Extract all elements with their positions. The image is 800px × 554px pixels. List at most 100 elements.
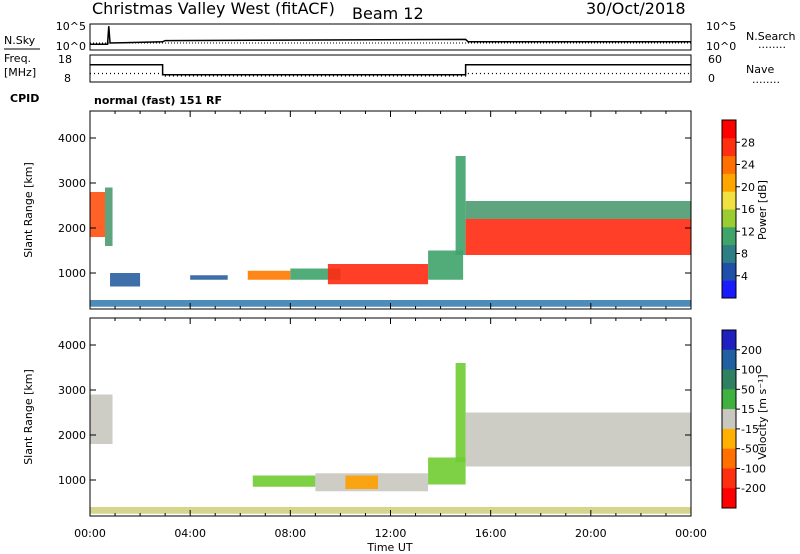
velocity-colorbar-label: Velocity [m s⁻¹] [756, 374, 769, 459]
nave-label: Nave [746, 63, 774, 76]
velocity-ytick-label: 3000 [58, 384, 86, 397]
power-region-5 [290, 268, 341, 280]
velocity-colorbar-label: -50 [741, 443, 759, 456]
power-region-1 [105, 187, 113, 246]
freq-label: Freq. [4, 52, 31, 65]
velocity-colorbar-cell-6 [722, 448, 736, 469]
velocity-colorbar-label: 200 [741, 344, 762, 357]
power-ytick-label: 1000 [58, 267, 86, 280]
power-ytick-label: 2000 [58, 222, 86, 235]
velocity-ytick-label: 4000 [58, 339, 86, 352]
power-colorbar-cell-3 [722, 226, 736, 246]
velocity-colorbar-cell-5 [722, 428, 736, 450]
nave-legend-dots: ........ [752, 73, 780, 86]
velocity-colorbar-label: -100 [741, 462, 766, 475]
velocity-colorbar-cell-7 [722, 468, 736, 489]
nsky-line [90, 26, 691, 45]
velocity-region-5 [455, 363, 466, 462]
velocity-colorbar-label: -15 [741, 423, 759, 436]
power-colorbar-label: 16 [741, 203, 755, 216]
power-region-3 [190, 275, 228, 280]
power-region-9 [465, 219, 691, 255]
power-colorbar-cell-7 [722, 155, 736, 174]
velocity-colorbar-cell-1 [722, 349, 736, 371]
station-title: Christmas Valley West (fitACF) [92, 0, 335, 18]
velocity-ytick-label: 1000 [58, 474, 86, 487]
power-region-8 [455, 156, 466, 255]
power-colorbar-label: 4 [741, 270, 748, 283]
power-colorbar-label: 28 [741, 136, 755, 149]
noise-right-tick-top: 10^5 [706, 20, 736, 33]
velocity-panel-border [89, 317, 692, 517]
time-xtick-label: 04:00 [174, 527, 206, 540]
velocity-region-0 [90, 394, 113, 444]
power-panel-border [89, 110, 692, 310]
date-label: 30/Oct/2018 [586, 0, 686, 18]
time-xtick-label: 20:00 [575, 527, 607, 540]
velocity-colorbar-cell-4 [722, 409, 736, 430]
power-region-4 [247, 270, 291, 280]
cpid-label: CPID [10, 92, 39, 105]
time-xlabel: Time UT [366, 541, 412, 554]
nave-tick-bottom: 0 [708, 72, 715, 85]
time-xtick-label: 08:00 [274, 527, 306, 540]
power-region-6 [327, 264, 429, 285]
freq-tick-bottom: 8 [64, 72, 71, 85]
power-colorbar-label: Power [dB] [756, 180, 769, 240]
noise-left-tick-top: 10^5 [56, 20, 86, 33]
time-xtick-label: 00:00 [74, 527, 106, 540]
nsearch-legend-dots: ........ [758, 38, 786, 51]
time-xtick-label: 16:00 [475, 527, 507, 540]
time-xtick-label: 00:00 [675, 527, 707, 540]
freq-tick-top: 18 [58, 53, 72, 66]
time-xtick-label: 12:00 [375, 527, 407, 540]
mode-label: normal (fast) 151 RF [94, 94, 222, 107]
power-region-2 [110, 273, 141, 287]
power-panel: 1000 2000 3000 4000 Slant Range [km] 4 8 12 16… [22, 110, 769, 310]
velocity-region-6 [465, 412, 691, 467]
velocity-colorbar-cell-3 [722, 389, 736, 410]
noise-panel: N.Sky 10^5 10^0 10^5 10^0 N.Search .....… [4, 20, 796, 53]
velocity-colorbar-label: 15 [741, 403, 755, 416]
nave-line [90, 72, 691, 77]
power-colorbar-cell-6 [722, 173, 736, 192]
power-colorbar-label: 24 [741, 159, 755, 172]
velocity-ytick-label: 2000 [58, 429, 86, 442]
power-colorbar-cell-5 [722, 191, 736, 210]
power-colorbar-cell-1 [722, 262, 736, 281]
power-colorbar-cell-8 [722, 137, 736, 157]
beam-label: Beam 12 [352, 4, 424, 23]
power-ylabel: Slant Range [km] [22, 162, 35, 258]
velocity-colorbar-label: -200 [741, 482, 766, 495]
power-ytick-label: 3000 [58, 177, 86, 190]
velocity-colorbar-label: 50 [741, 383, 755, 396]
velocity-region-1 [252, 475, 316, 487]
velocity-colorbar-label: 100 [741, 364, 762, 377]
power-colorbar-cell-9 [722, 120, 736, 139]
power-colorbar-label: 8 [741, 248, 748, 261]
power-colorbar-cell-0 [722, 280, 736, 299]
power-region-10 [465, 201, 691, 219]
nsky-label: N.Sky [4, 34, 36, 47]
noise-left-tick-bottom: 10^0 [56, 40, 86, 53]
velocity-ylabel: Slant Range [km] [22, 369, 35, 465]
velocity-colorbar-cell-2 [722, 369, 736, 390]
noise-right-tick-bottom: 10^0 [706, 40, 736, 53]
nave-tick-top: 60 [708, 53, 722, 66]
power-region-7 [428, 250, 464, 280]
noise-panel-frame [89, 23, 692, 51]
freq-panel-frame [89, 54, 692, 83]
freq-panel: Freq. [MHz] 18 8 60 0 Nave ........ [4, 52, 780, 86]
velocity-colorbar-frame [721, 329, 737, 509]
freq-unit-label: [MHz] [4, 66, 36, 79]
power-region-0 [90, 192, 106, 237]
velocity-region-3 [345, 475, 378, 489]
velocity-panel: 1000 2000 3000 4000 00:00 04:00 08:00 12:00 16:… [22, 317, 769, 554]
velocity-colorbar-cell-0 [722, 330, 736, 351]
velocity-colorbar-cell-8 [722, 488, 736, 509]
freq-line [90, 64, 691, 76]
power-colorbar-label: 20 [741, 181, 755, 194]
power-ytick-label: 4000 [58, 132, 86, 145]
power-colorbar-label: 12 [741, 225, 755, 238]
